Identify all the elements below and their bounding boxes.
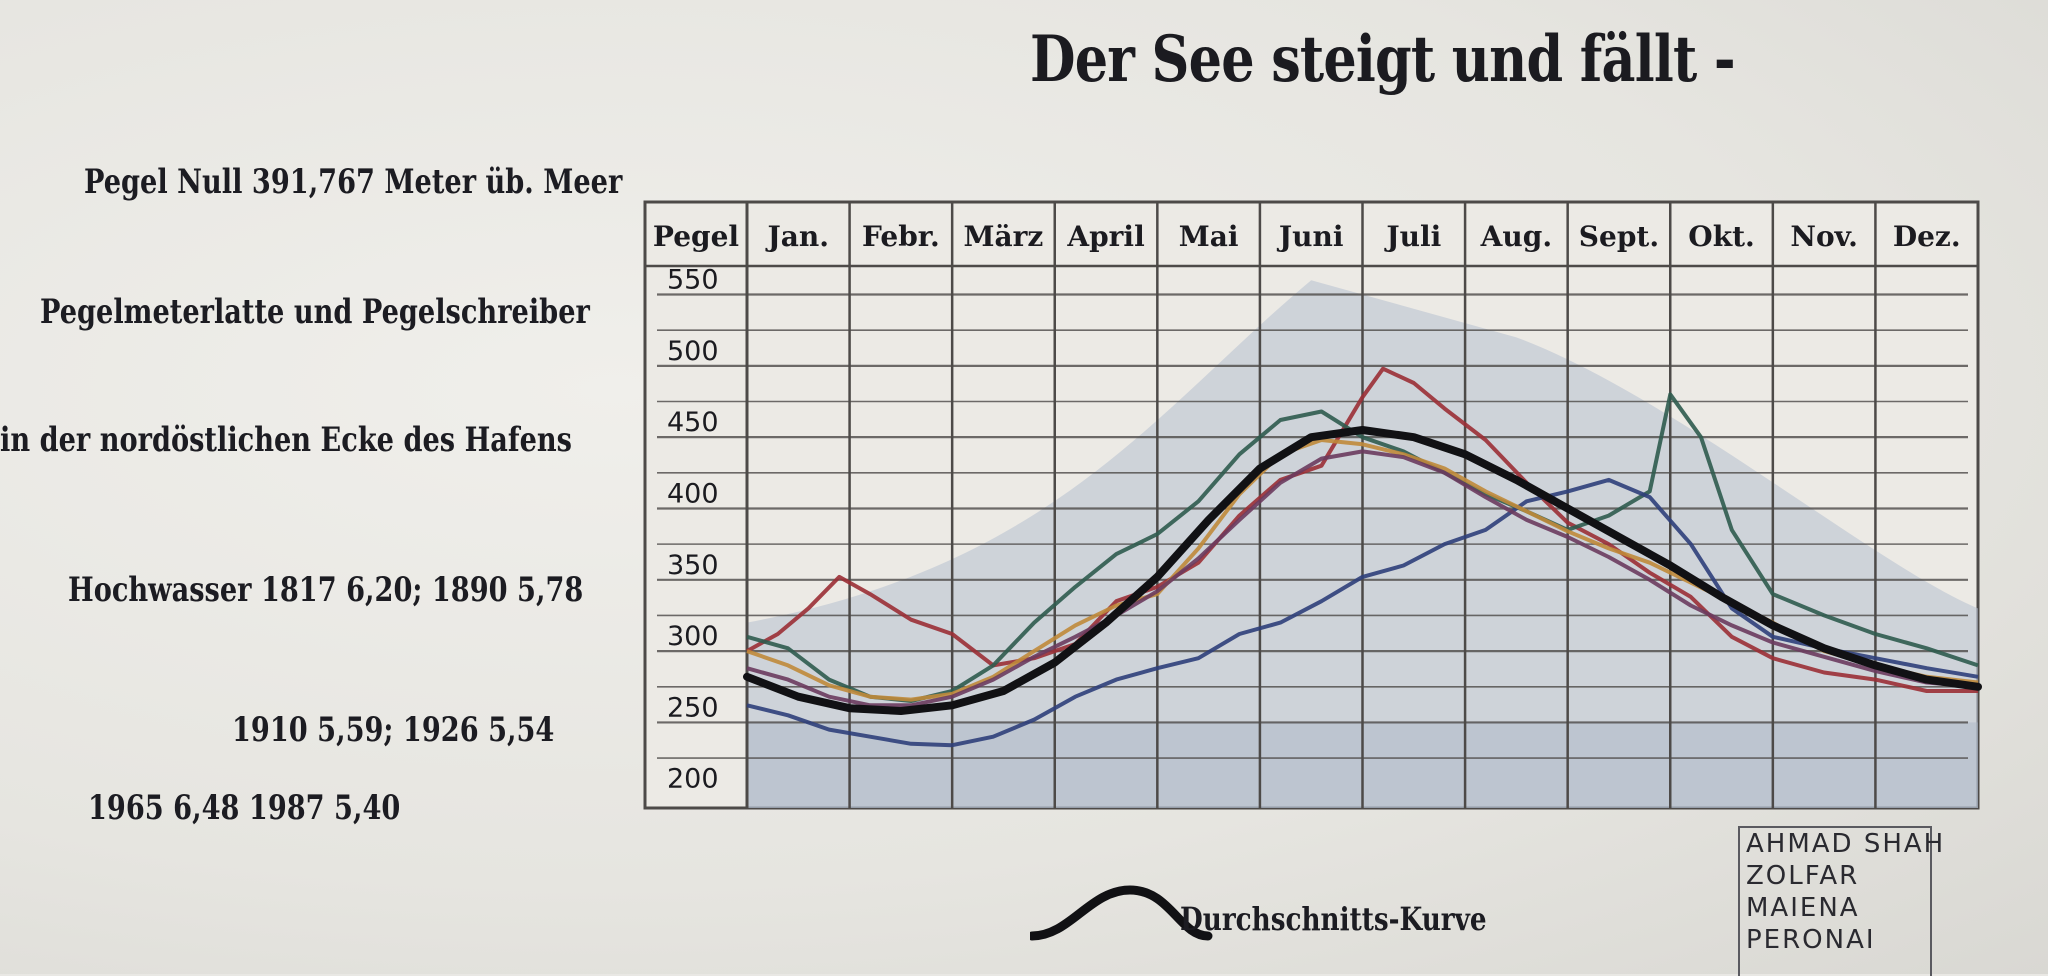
month-label: Sept. <box>1579 220 1659 253</box>
month-label: April <box>1066 220 1144 253</box>
month-label: Okt. <box>1688 220 1754 253</box>
y-tick-label: 550 <box>667 265 719 296</box>
y-tick-label: 250 <box>667 692 719 723</box>
y-tick-label: 200 <box>667 764 719 795</box>
month-label: Juli <box>1383 220 1441 253</box>
graffiti-line: MAIENA <box>1746 893 1860 923</box>
page-title: Der See steigt und fällt - <box>1030 22 1736 97</box>
note-flood-records-1: Hochwasser 1817 6,20; 1890 5,78 <box>68 570 584 610</box>
graffiti-line: AHMAD SHAH <box>1746 829 1946 859</box>
note-gauge-zero: Pegel Null 391,767 Meter üb. Meer <box>84 162 623 202</box>
year-series-line <box>746 392 1979 703</box>
month-label: März <box>964 220 1044 253</box>
note-flood-records-3: 1965 6,48 1987 5,40 <box>88 788 401 828</box>
month-label: Aug. <box>1480 220 1552 253</box>
month-label: Jan. <box>765 220 830 253</box>
note-gauge-devices: Pegelmeterlatte und Pegelschreiber <box>40 292 590 332</box>
graffiti-names-box: AHMAD SHAH ZOLFAR MAIENA PERONAI <box>1738 826 1946 976</box>
note-flood-records-2: 1910 5,59; 1926 5,54 <box>232 710 555 750</box>
y-tick-label: 400 <box>667 478 719 509</box>
graffiti-line: ZOLFAR <box>1746 861 1860 891</box>
month-label: Mai <box>1179 220 1239 253</box>
y-tick-label: 450 <box>667 407 719 438</box>
graffiti-line: PERONAI <box>1746 925 1876 955</box>
year-series-line <box>746 449 1979 708</box>
month-label: Juni <box>1276 220 1344 253</box>
month-label: Dez. <box>1893 220 1961 253</box>
y-tick-label: 300 <box>667 621 719 652</box>
month-label: Nov. <box>1790 220 1857 253</box>
legend-label: Durchschnitts-Kurve <box>1180 900 1487 938</box>
y-tick-label: 500 <box>667 336 719 367</box>
month-label: Febr. <box>862 220 940 253</box>
y-tick-label: 350 <box>667 550 719 581</box>
average-curve-line <box>743 426 1982 715</box>
year-series-line <box>746 477 1979 748</box>
legend-average-curve-icon <box>1030 885 1213 941</box>
note-location: in der nordöstlichen Ecke des Hafens <box>0 420 572 460</box>
corner-label: Pegel <box>653 220 739 253</box>
